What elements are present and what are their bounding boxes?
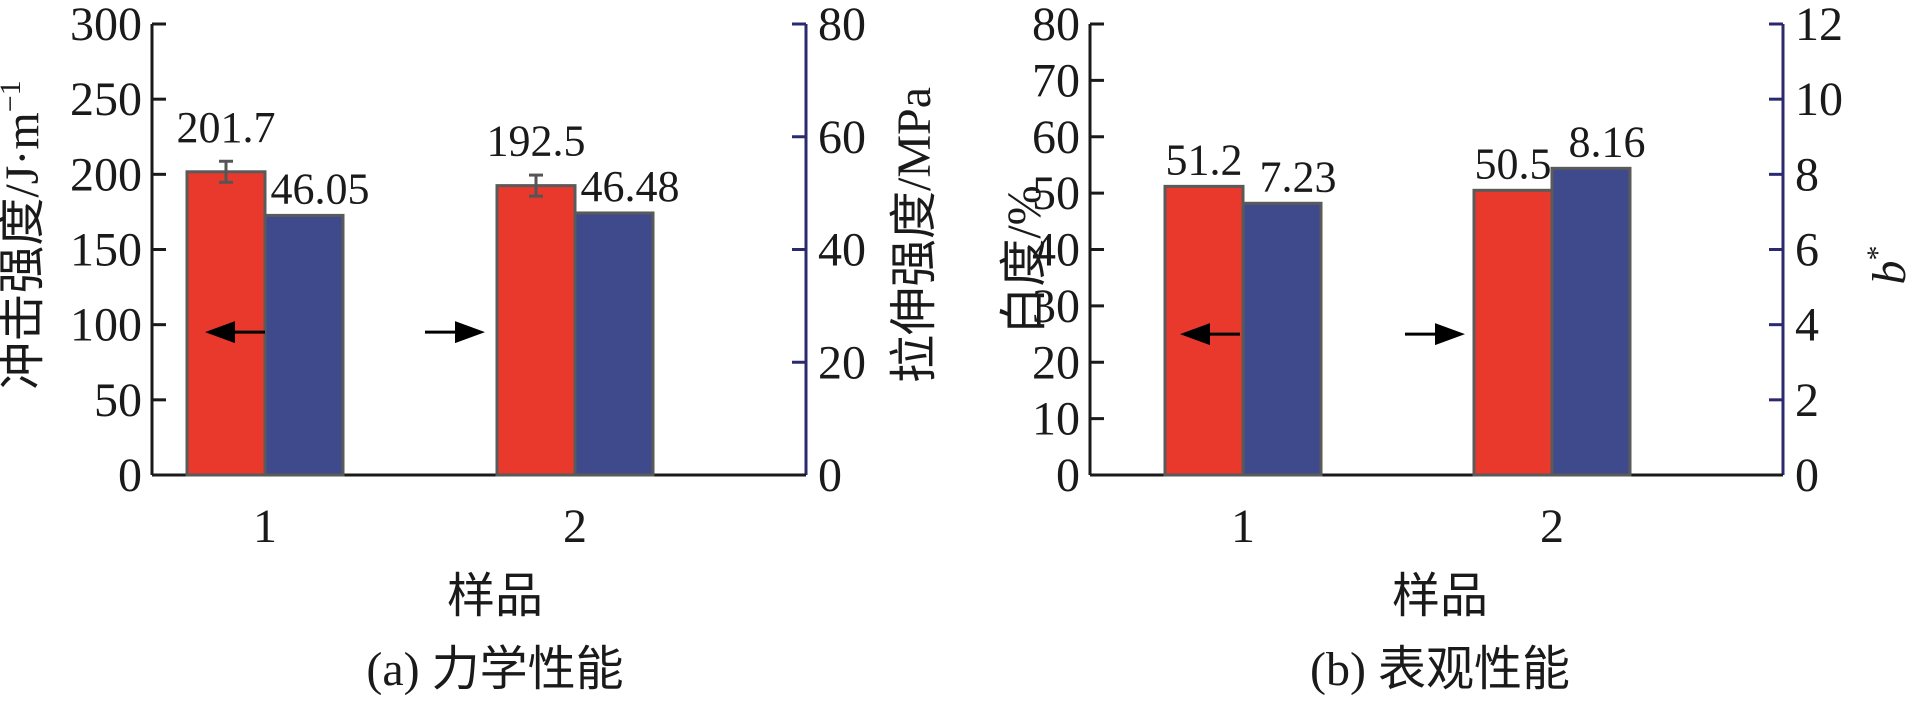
bar-series2 xyxy=(1550,166,1632,477)
left-tick-label: 150 xyxy=(70,224,142,277)
right-tick-label: 4 xyxy=(1795,299,1819,352)
data-label-series2: 8.16 xyxy=(1569,117,1646,166)
right-tick-label: 2 xyxy=(1795,374,1819,427)
right-tick-label: 6 xyxy=(1795,224,1819,277)
bar-series1 xyxy=(495,184,577,477)
left-tick-label: 60 xyxy=(1032,111,1080,164)
left-tick-label: 30 xyxy=(1032,280,1080,333)
bar-series2 xyxy=(1241,201,1323,477)
bar-series1 xyxy=(185,170,267,477)
left-tick-label: 40 xyxy=(1032,224,1080,277)
right-arrow-head xyxy=(1435,323,1465,346)
x-tick-label: 1 xyxy=(253,500,277,553)
left-tick-label: 20 xyxy=(1032,336,1080,389)
panel-caption: (b) 表观性能 xyxy=(1310,643,1570,696)
right-tick-label: 12 xyxy=(1795,0,1843,51)
left-tick-label: 50 xyxy=(1032,167,1080,220)
panel-caption: (a) 力学性能 xyxy=(366,643,623,696)
left-axis-title-text: 冲击强度/J·m xyxy=(0,112,49,389)
bar-series1 xyxy=(1472,188,1554,477)
right-axis-title: b* xyxy=(1861,246,1916,285)
right-axis-title-text: 拉伸强度/MPa xyxy=(888,87,941,383)
x-axis-title: 样品 xyxy=(447,570,543,623)
left-tick-label: 50 xyxy=(94,374,142,427)
left-tick-label: 70 xyxy=(1032,54,1080,107)
right-axis-title-sup: * xyxy=(1861,246,1894,261)
right-axis-title-text: b xyxy=(1863,261,1916,285)
left-tick-label: 200 xyxy=(70,148,142,201)
left-axis-title-sup: −1 xyxy=(0,80,27,112)
x-tick-label: 1 xyxy=(1231,500,1255,553)
right-tick-label: 0 xyxy=(818,449,842,502)
right-tick-label: 40 xyxy=(818,224,866,277)
left-tick-label: 0 xyxy=(1056,449,1080,502)
data-label-series2: 46.05 xyxy=(271,164,370,213)
data-label-series1: 50.5 xyxy=(1475,139,1552,188)
right-arrow-head xyxy=(455,321,485,344)
right-tick-label: 10 xyxy=(1795,73,1843,126)
data-label-series2: 7.23 xyxy=(1260,152,1337,201)
right-tick-label: 80 xyxy=(818,0,866,51)
left-tick-label: 250 xyxy=(70,73,142,126)
left-tick-label: 10 xyxy=(1032,393,1080,446)
left-tick-label: 80 xyxy=(1032,0,1080,51)
right-tick-label: 0 xyxy=(1795,449,1819,502)
left-axis-title-text: 白度/% xyxy=(998,185,1051,334)
data-label-series1: 201.7 xyxy=(177,103,276,152)
left-arrow-head xyxy=(205,321,235,344)
data-label-series2: 46.48 xyxy=(581,162,680,211)
panel-a: 0 50 100 150 200 250 300 0 20 40 60 80 201.7 46.05 1 19… xyxy=(0,0,941,696)
left-axis-title: 冲击强度/J·m−1 xyxy=(0,80,49,389)
left-tick-label: 300 xyxy=(70,0,142,51)
left-arrow-head xyxy=(1180,323,1210,346)
bar-series2 xyxy=(573,211,655,477)
left-tick-label: 0 xyxy=(118,449,142,502)
left-tick-label: 100 xyxy=(70,299,142,352)
right-tick-label: 20 xyxy=(818,336,866,389)
right-axis-title: 拉伸强度/MPa xyxy=(888,87,941,383)
right-tick-label: 8 xyxy=(1795,148,1819,201)
x-axis-title: 样品 xyxy=(1392,570,1488,623)
right-tick-label: 60 xyxy=(818,111,866,164)
left-axis-title: 白度/% xyxy=(998,185,1051,334)
data-label-series1: 51.2 xyxy=(1166,135,1243,184)
x-tick-label: 2 xyxy=(1540,500,1564,553)
data-label-series1: 192.5 xyxy=(487,117,586,166)
bar-series2 xyxy=(263,213,345,477)
x-tick-label: 2 xyxy=(563,500,587,553)
